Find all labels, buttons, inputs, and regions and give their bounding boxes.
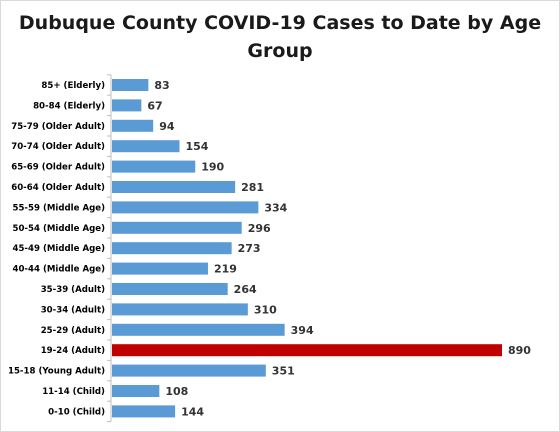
category-label: 11-14 (Child) — [42, 387, 105, 397]
category-label: 70-74 (Older Adult) — [11, 142, 105, 152]
category-label: 65-69 (Older Adult) — [11, 163, 105, 173]
bar — [112, 119, 154, 132]
bar — [112, 140, 180, 153]
value-label: 190 — [201, 161, 224, 174]
category-label: 55-59 (Middle Age) — [12, 203, 105, 213]
bar — [112, 99, 142, 112]
bar — [112, 181, 236, 193]
category-label: 50-54 (Middle Age) — [12, 224, 105, 234]
bar — [112, 303, 248, 316]
bar — [112, 242, 232, 255]
value-label: 83 — [154, 79, 169, 92]
category-label: 19-24 (Adult) — [41, 346, 105, 356]
value-label: 890 — [508, 344, 531, 357]
bar — [112, 221, 242, 234]
value-label: 219 — [214, 263, 237, 276]
value-label: 264 — [234, 283, 257, 296]
bar — [112, 364, 266, 377]
value-label: 351 — [272, 365, 295, 378]
category-label: 25-29 (Adult) — [41, 326, 105, 336]
bar — [112, 405, 176, 418]
bar — [112, 323, 285, 336]
category-label: 30-34 (Adult) — [41, 305, 105, 315]
category-label: 75-79 (Older Adult) — [11, 122, 105, 132]
bar — [112, 79, 149, 91]
bar — [112, 283, 228, 295]
value-label: 273 — [238, 242, 261, 255]
value-label: 334 — [264, 201, 287, 214]
bar — [112, 385, 160, 397]
bar — [112, 344, 502, 357]
value-label: 394 — [291, 324, 314, 337]
category-label: 45-49 (Middle Age) — [12, 244, 105, 254]
bar — [112, 160, 196, 173]
bar — [112, 262, 208, 275]
value-label: 67 — [147, 99, 162, 112]
category-label: 80-84 (Elderly) — [33, 101, 105, 111]
bar — [112, 201, 259, 214]
category-label: 85+ (Elderly) — [41, 81, 105, 91]
category-label: 35-39 (Adult) — [41, 285, 105, 295]
value-label: 296 — [248, 222, 271, 235]
category-label: 60-64 (Older Adult) — [11, 183, 105, 193]
value-label: 310 — [254, 303, 277, 316]
category-label: 15-18 (Young Adult) — [8, 367, 105, 377]
category-label: 40-44 (Middle Age) — [12, 265, 105, 275]
value-label: 154 — [185, 140, 208, 153]
value-label: 144 — [181, 405, 204, 418]
category-label: 0-10 (Child) — [48, 407, 105, 417]
value-label: 281 — [241, 181, 264, 194]
value-label: 94 — [159, 120, 175, 133]
value-label: 108 — [165, 385, 188, 398]
chart-title: Dubuque County COVID-19 Cases to Date by… — [18, 12, 542, 62]
